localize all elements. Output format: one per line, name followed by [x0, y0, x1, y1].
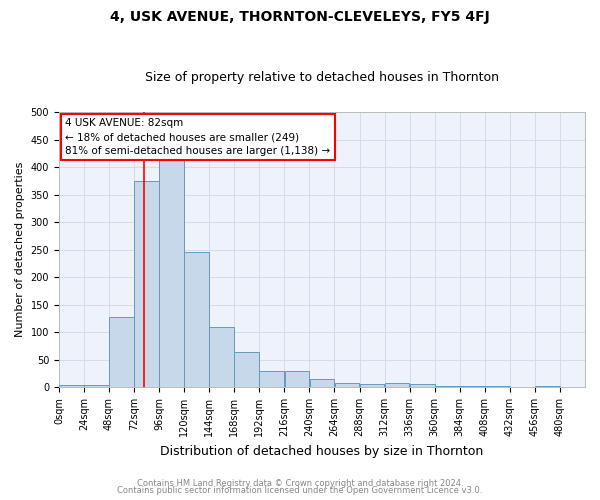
Bar: [385, 383, 409, 387]
Bar: [460, 386, 485, 387]
X-axis label: Distribution of detached houses by size in Thornton: Distribution of detached houses by size …: [160, 444, 484, 458]
Bar: [84, 385, 109, 387]
Bar: [335, 383, 359, 387]
Bar: [410, 384, 434, 387]
Text: 4, USK AVENUE, THORNTON-CLEVELEYS, FY5 4FJ: 4, USK AVENUE, THORNTON-CLEVELEYS, FY5 4…: [110, 10, 490, 24]
Text: Contains HM Land Registry data © Crown copyright and database right 2024.: Contains HM Land Registry data © Crown c…: [137, 478, 463, 488]
Bar: [359, 384, 385, 387]
Title: Size of property relative to detached houses in Thornton: Size of property relative to detached ho…: [145, 72, 499, 85]
Bar: [284, 370, 309, 387]
Bar: [259, 370, 284, 387]
Bar: [485, 386, 509, 387]
Y-axis label: Number of detached properties: Number of detached properties: [15, 162, 25, 338]
Bar: [109, 317, 134, 387]
Bar: [209, 326, 234, 387]
Bar: [59, 385, 84, 387]
Text: 4 USK AVENUE: 82sqm
← 18% of detached houses are smaller (249)
81% of semi-detac: 4 USK AVENUE: 82sqm ← 18% of detached ho…: [65, 118, 331, 156]
Bar: [184, 252, 209, 387]
Bar: [134, 181, 159, 387]
Text: Contains public sector information licensed under the Open Government Licence v3: Contains public sector information licen…: [118, 486, 482, 495]
Bar: [159, 159, 184, 387]
Bar: [535, 386, 560, 387]
Bar: [235, 352, 259, 387]
Bar: [310, 380, 334, 387]
Bar: [435, 386, 460, 387]
